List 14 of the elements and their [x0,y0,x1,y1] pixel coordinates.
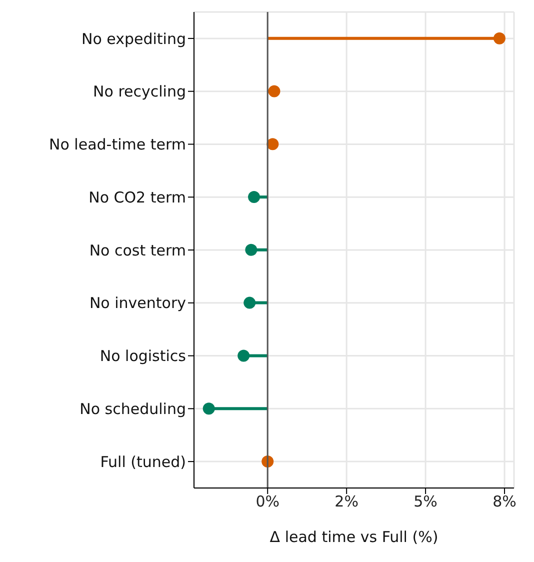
y-tick-label: No cost term [89,241,186,260]
y-tick-label: No recycling [93,82,186,101]
y-tick-label: No logistics [100,347,186,366]
x-tick-label: 5% [414,492,438,511]
x-axis-title: Δ lead time vs Full (%) [270,528,438,546]
y-tick-label: No lead-time term [49,136,186,154]
x-tick-label: 2% [334,492,358,511]
y-tick-label: No inventory [89,294,186,312]
y-tick-label: No expediting [81,30,186,48]
x-tick-label: 0% [256,492,280,511]
y-tick-label: No CO2 term [88,188,186,206]
y-tick-label: Full (tuned) [100,452,186,471]
y-tick-label: No scheduling [80,400,186,418]
x-tick-label: 8% [492,492,516,511]
